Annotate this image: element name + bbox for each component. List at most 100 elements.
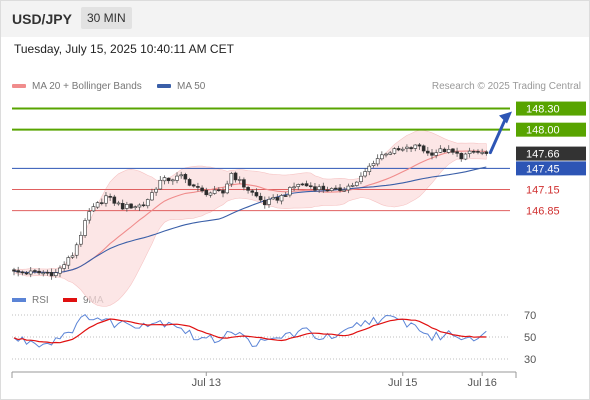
candle-body [367, 165, 372, 172]
candle-body [308, 185, 313, 188]
candle-body [359, 175, 363, 183]
ma20-label: MA 20 + Bollinger Bands [32, 81, 142, 92]
candle-body [329, 188, 334, 191]
candle-body [33, 270, 37, 272]
level-label-148.30: 148.30 [526, 104, 560, 116]
candle-body [171, 179, 175, 182]
rsi-tick-label: 50 [524, 332, 536, 344]
candle-body [20, 271, 25, 274]
candle-body [66, 257, 71, 266]
candle-body [208, 192, 213, 196]
candle-body [455, 151, 459, 154]
candle-body [99, 202, 104, 204]
candle-body [141, 204, 146, 207]
candle-body [212, 189, 217, 194]
candle-body [338, 187, 342, 191]
rsi-swatch [12, 298, 26, 303]
candle-body [342, 189, 347, 192]
candle-body [258, 195, 263, 201]
candle-body [62, 264, 66, 269]
level-label-148.00: 148.00 [526, 125, 560, 137]
candle-body [363, 171, 367, 177]
candle-body [191, 184, 196, 187]
candle-body [125, 204, 129, 209]
level-label-147.66: 147.66 [526, 149, 560, 161]
candle-body [438, 148, 443, 153]
candle-body [254, 192, 259, 197]
candle-body [388, 152, 393, 155]
candle-body [95, 202, 100, 208]
x-tick-label: Jul 13 [192, 377, 221, 389]
candle-body [421, 145, 426, 152]
candle-body [300, 183, 305, 186]
forecast-arrowhead [499, 111, 512, 124]
candle-body [446, 149, 451, 153]
candle-body [321, 185, 326, 191]
candle-body [166, 177, 171, 182]
candle-body [162, 177, 167, 182]
candle-body [196, 186, 200, 188]
candle-body [417, 144, 422, 147]
candle-body [396, 148, 401, 151]
candle-body [409, 147, 413, 150]
candle-body [37, 270, 41, 274]
candle-body [317, 186, 321, 190]
candle-body [296, 184, 301, 187]
candle-body [242, 179, 246, 188]
candle-body [430, 152, 434, 156]
candle-body [137, 204, 142, 208]
timeframe-button[interactable]: 30 MIN [81, 7, 132, 29]
candle-body [112, 196, 117, 204]
candle-body [204, 189, 209, 196]
ma50-line [13, 166, 487, 274]
candle-body [200, 187, 204, 192]
candle-body [183, 174, 188, 180]
ma50-swatch [157, 84, 171, 89]
candle-body [463, 153, 468, 160]
candle-body [434, 152, 438, 156]
level-tag-148.30 [516, 101, 586, 116]
candle-body [145, 199, 150, 207]
legend-ma50: MA 50 [157, 81, 205, 92]
candle-body [451, 148, 455, 153]
candle-body [275, 197, 280, 201]
candle-body [283, 195, 288, 197]
candle-body [229, 173, 234, 185]
candle-body [150, 192, 154, 201]
candle-body [41, 272, 46, 275]
candle-body [392, 148, 397, 154]
candle-body [325, 189, 330, 192]
candle-body [187, 179, 192, 186]
candle-body [16, 270, 20, 273]
candle-body [384, 153, 388, 156]
candle-body [413, 144, 418, 149]
candle-body [484, 151, 489, 154]
candle-body [480, 152, 484, 154]
candle-body [79, 234, 83, 245]
candle-body [217, 189, 221, 191]
candle-body [24, 272, 29, 275]
candle-body [442, 148, 447, 153]
candle-body [225, 183, 229, 194]
candle-body [288, 187, 292, 196]
rsi-label: RSI [32, 295, 49, 306]
candle-body [53, 272, 58, 276]
candle-body [83, 220, 87, 236]
candle-body [49, 272, 54, 277]
candle-body [426, 150, 430, 154]
candle-body [120, 203, 125, 210]
candle-body [133, 206, 138, 208]
candle-body [346, 185, 351, 191]
rsi-tick-label: 30 [524, 354, 536, 366]
symbol-label: USD/JPY [12, 11, 72, 27]
candle-body [158, 179, 163, 190]
level-label-147.15: 147.15 [526, 184, 560, 196]
ma20-swatch [12, 84, 26, 89]
candle-body [70, 255, 75, 258]
candle-body [267, 199, 271, 205]
header-bar: USD/JPY 30 MIN [1, 1, 589, 37]
x-tick-label: Jul 15 [388, 377, 417, 389]
rsi-line [13, 314, 487, 348]
